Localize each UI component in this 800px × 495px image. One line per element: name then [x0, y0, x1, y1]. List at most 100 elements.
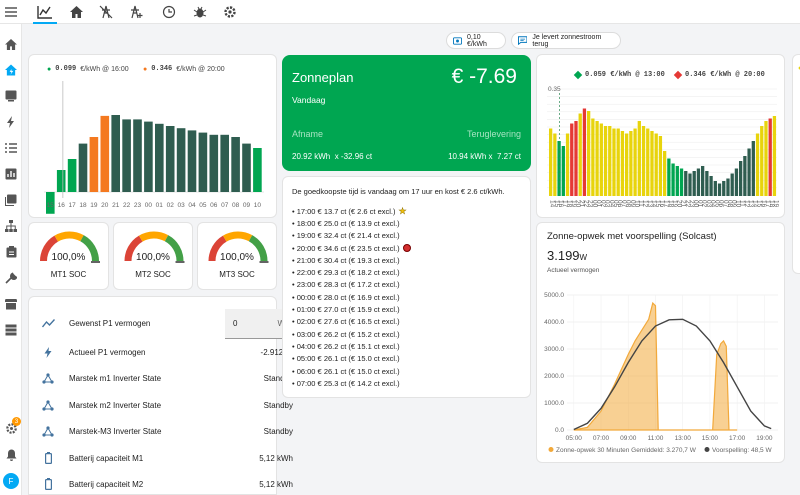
tick48-39: 05	[713, 200, 720, 208]
price-chip[interactable]: 0,10 €/kWh	[446, 32, 506, 49]
sidebar-wrench-icon[interactable]	[3, 270, 19, 286]
entity-row-capacity-m1[interactable]: Batterij capaciteit M1 5,12 kWh	[41, 448, 293, 468]
gewenst-p1-unit: W	[277, 319, 285, 328]
entity-name: Marstek m1 Inverter State	[69, 373, 162, 383]
tab-grid-off-icon[interactable]	[97, 3, 115, 21]
network-icon	[41, 424, 55, 438]
entity-name: Batterij capaciteit M1	[69, 453, 144, 463]
tick48-44: 10	[734, 200, 741, 208]
sidebar-store-icon[interactable]	[3, 296, 19, 312]
tab-timer-plug-icon[interactable]	[160, 3, 178, 21]
legend-forecast-dot	[704, 447, 710, 452]
bar-10	[253, 148, 262, 192]
bar48-31	[679, 168, 684, 196]
sidebar-list-icon[interactable]	[3, 140, 19, 156]
entity-value: -2.912 W	[260, 347, 293, 357]
price-item-text: • 00:00 € 28.0 ct (€ 16.9 ct excl.)	[292, 292, 400, 302]
x-tick-4: 13:00	[675, 435, 692, 442]
y-tick-top: 0.35	[548, 86, 561, 93]
zonneplan-price: € -7.69	[451, 65, 517, 88]
tick-00: 00	[145, 202, 153, 209]
gewenst-p1-input[interactable]: 0 W	[225, 309, 293, 339]
sidebar-bell-icon[interactable]	[3, 447, 19, 463]
solar-current-label: Actueel vermogen	[547, 267, 600, 274]
tick48-45: 11	[739, 200, 746, 207]
solar-chart: 0.0 1000.0 2000.0 3000.0 4000.0 5000.0 05:00 07…	[544, 292, 778, 454]
bar48-38	[709, 176, 713, 196]
zonneplan-card[interactable]: Zonneplan € -7.69 Vandaag Afname Terugle…	[282, 55, 531, 171]
bar48-51	[764, 121, 768, 196]
bar-20	[100, 115, 110, 192]
price-item-text: • 17:00 € 13.7 ct (€ 2.6 ct excl.)	[292, 206, 396, 216]
bar-15	[46, 192, 55, 214]
sidebar-media-icon[interactable]	[3, 192, 19, 208]
tick48-25: 15	[654, 200, 661, 208]
gauge-mt1[interactable]: 100,0% MT1 SOC	[28, 222, 109, 290]
sidebar-hierarchy-icon[interactable]	[3, 218, 19, 234]
entity-name: Marstek m2 Inverter State	[69, 400, 162, 410]
bar48-40	[717, 183, 722, 196]
bar48-29	[671, 163, 675, 196]
tick48-48: 14	[751, 200, 758, 208]
bar48-19	[629, 131, 633, 196]
tab-settings-icon[interactable]	[221, 3, 239, 21]
gauge-mt3-arc	[208, 231, 269, 263]
sidebar-energy-home-icon[interactable]	[3, 62, 19, 78]
gauge-mt3[interactable]: 100,0% MT3 SOC	[197, 222, 277, 290]
series-forecast-line	[573, 318, 772, 431]
status-chip-label: Je levert zonnestroom terug	[532, 33, 602, 48]
entity-row-m1-state[interactable]: Marstek m1 Inverter State Standby	[41, 368, 293, 388]
entity-value: Standby	[263, 400, 293, 410]
sidebar-home-icon[interactable]	[3, 36, 19, 52]
status-chip[interactable]: Je levert zonnestroom terug	[511, 32, 621, 49]
active-tab-indicator	[33, 22, 57, 24]
bar48-28	[667, 158, 671, 196]
entity-row-actueel-p1[interactable]: Actueel P1 vermogen -2.912 W	[41, 342, 293, 362]
afname-value: 20.92 kWh x -32.96 ct	[292, 152, 373, 161]
bar48-39	[713, 181, 717, 196]
tick48-2: 16	[557, 200, 564, 208]
tick48-23: 13	[646, 200, 653, 208]
bar48-18	[625, 133, 629, 196]
tick48-7: 21	[578, 200, 585, 208]
entity-value: 5,12 kWh	[259, 479, 293, 489]
price-item: • 00:00 € 28.0 ct (€ 16.9 ct excl.)	[292, 291, 411, 303]
tick48-37: 03	[705, 200, 712, 208]
entity-row-m2-state[interactable]: Marstek m2 Inverter State Standby	[41, 395, 293, 415]
tab-home-icon[interactable]	[67, 3, 85, 21]
entity-row-m3-state[interactable]: Marstek-M3 Inverter State Standby	[41, 421, 293, 441]
sidebar-clipboard-icon[interactable]	[3, 244, 19, 260]
zonneplan-title: Zonneplan	[292, 70, 354, 85]
sidebar-server-icon[interactable]	[3, 322, 19, 338]
bar48-52	[768, 118, 772, 196]
gauge-segment-1	[138, 231, 169, 242]
price-item-text: • 22:00 € 29.3 ct (€ 18.2 ct excl.)	[292, 268, 400, 278]
sidebar-chart-icon[interactable]	[3, 166, 19, 182]
tick48-34: 00	[692, 200, 699, 208]
legend-low: ● 0.099 €/kWh @ 16:00	[47, 65, 129, 73]
tab-energy-chart[interactable]	[36, 3, 54, 21]
sidebar-flash-icon[interactable]	[3, 114, 19, 130]
gauge-segment-2	[80, 235, 99, 262]
right-bar-chart: 0.35141516171819202122230001020304050607…	[547, 86, 779, 208]
sidebar-settings-icon[interactable]: 3	[3, 417, 21, 436]
price-item: • 17:00 € 13.7 ct (€ 2.6 ct excl.) ★	[292, 205, 411, 217]
x-tick-0: 05:00	[566, 435, 583, 442]
bar48-43	[730, 173, 734, 196]
tab-bug-icon[interactable]	[191, 3, 209, 21]
star-icon: ★	[398, 205, 407, 216]
entity-row-capacity-m2[interactable]: Batterij capaciteit M2 5,12 kWh	[41, 474, 293, 494]
tick48-6: 20	[574, 200, 581, 208]
y-tick-3: 3000.0	[544, 346, 564, 353]
gauge-segment-1	[54, 231, 84, 242]
tab-grid-plus-icon[interactable]	[127, 3, 145, 21]
tick48-27: 17	[663, 200, 670, 208]
legend-low-value: 0.099	[55, 65, 77, 73]
gauge-mt2[interactable]: 100,0% MT2 SOC	[113, 222, 193, 290]
tick-10: 10	[254, 202, 262, 209]
tick48-26: 16	[658, 200, 665, 208]
tick48-33: 23	[688, 200, 695, 208]
sidebar-user-avatar[interactable]: F	[3, 473, 19, 489]
sidebar-account-box-icon[interactable]	[3, 88, 19, 104]
menu-icon[interactable]	[2, 3, 20, 21]
